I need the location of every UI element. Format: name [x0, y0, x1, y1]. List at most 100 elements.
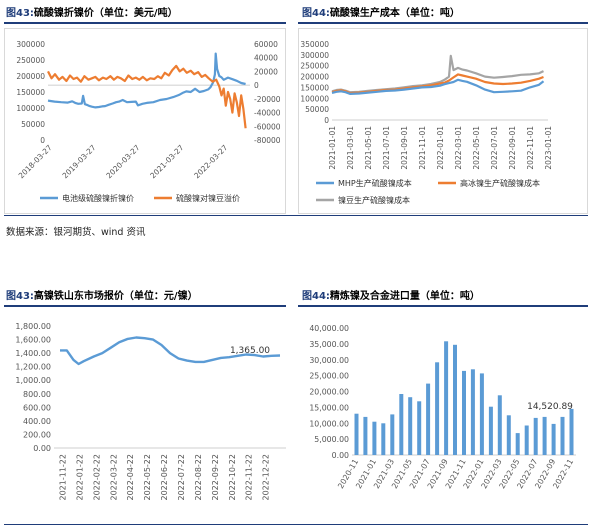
fig44-title: 图44:硫酸镍生产成本（单位：吨） — [302, 8, 460, 19]
y-tick-label: 250000 — [300, 62, 329, 71]
import-bar — [444, 341, 449, 455]
y-left-tick-label: 0 — [40, 136, 45, 145]
last-value-label: 1,365.00 — [230, 346, 270, 356]
fig43-title: 图43:硫酸镍折镍价（单位：美元/吨） — [6, 8, 178, 19]
import-bar — [381, 423, 386, 456]
fig44b-title: 图44:精炼镍及合金进口量（单位：吨） — [302, 291, 480, 302]
import-bar — [408, 397, 413, 455]
x-tick-label: 2022-01-22 — [75, 454, 84, 501]
x-tick-label: 2022-08-22 — [194, 454, 203, 501]
title-rule-bottom-left — [4, 305, 286, 307]
y-tick-label: 40,000.00 — [309, 324, 349, 333]
import-bar — [363, 416, 368, 455]
y-right-tick-label: 40000 — [254, 54, 278, 63]
y-left-tick-label: 150000 — [16, 88, 45, 97]
x-tick-label: 2022-06-22 — [160, 454, 169, 501]
y-right-tick-label: 20000 — [254, 67, 278, 76]
x-tick-label: 2022-09-22 — [211, 454, 220, 501]
x-tick-label: 2022-03-22 — [109, 454, 118, 501]
y-right-tick-label: -80000 — [254, 136, 281, 145]
x-tick-label: 2022-11-22 — [245, 454, 254, 501]
x-tick-label: 2022-07-22 — [177, 454, 186, 501]
y-tick-label: 1,600.00 — [15, 336, 51, 345]
y-right-tick-label: 60000 — [254, 40, 278, 49]
y-tick-label: 0 — [324, 116, 329, 125]
y-tick-label: 350000 — [300, 40, 329, 49]
x-tick-label: 2022-05-22 — [143, 454, 152, 501]
legend-label: 硫酸镍对镍豆溢价 — [176, 193, 240, 203]
x-tick-label: 2021-01-01 — [328, 126, 337, 170]
y-right-tick-label: -60000 — [254, 122, 281, 131]
series-line-battery-nickel-sulfate — [47, 52, 246, 109]
legend-label: MHP生产硫酸镍成本 — [338, 178, 412, 188]
y-tick-label: 150000 — [300, 83, 329, 92]
series-line-price — [60, 336, 281, 366]
fig43b-title: 图43:高镍铁山东市场报价（单位：元/镍） — [6, 291, 198, 302]
x-tick-label: 2021-09-01 — [400, 126, 409, 170]
y-tick-label: 600.00 — [23, 403, 51, 412]
legend-label: 电池级硫酸镍折镍价 — [62, 193, 134, 203]
x-tick-label: 2021-07-01 — [382, 126, 391, 170]
import-bar — [533, 417, 538, 455]
x-tick-label: 2022-05-01 — [472, 126, 481, 170]
import-bar — [551, 423, 556, 455]
y-right-tick-label: 0 — [254, 81, 259, 90]
y-tick-label: 200.00 — [23, 430, 51, 439]
high-nickel-iron-price-chart: 0.00 200.00 400.00 600.00 800.00 1,000.00 1,20… — [15, 322, 286, 501]
y-tick-label: 5,000.00 — [314, 435, 349, 444]
import-bar — [497, 395, 502, 455]
y-tick-label: 400.00 — [23, 417, 51, 426]
section-rule — [4, 215, 588, 216]
x-tick-label: 2022-07-01 — [490, 126, 499, 170]
import-bar — [372, 421, 377, 455]
y-tick-label: 50000 — [305, 105, 329, 114]
import-bar — [354, 413, 359, 455]
chart-frame — [4, 28, 286, 214]
nickel-sulfate-price-chart: 050000100000150000200000250000300000-800… — [4, 28, 286, 214]
import-bar — [542, 416, 547, 455]
y-right-tick-label: -20000 — [254, 95, 281, 104]
y-left-tick-label: 300000 — [16, 40, 45, 49]
x-tick-label: 2022-03-01 — [454, 126, 463, 170]
y-tick-label: 30,000.00 — [309, 356, 349, 365]
y-right-tick-label: -40000 — [254, 109, 281, 118]
x-tick-label: 2023-01-01 — [544, 126, 553, 170]
x-tick-label: 2021-11-01 — [418, 126, 427, 170]
import-bar — [453, 344, 457, 455]
import-bar — [417, 401, 422, 455]
title-rule-bottom-right — [298, 305, 588, 307]
legend-label: 镍豆生产硫酸镍成本 — [338, 195, 410, 205]
x-tick-label: 2021-05-01 — [364, 126, 373, 170]
y-tick-label: 300000 — [300, 51, 329, 60]
series-line-mhp-cost — [331, 78, 545, 96]
data-source: 数据来源：银河期货、wind 资讯 — [6, 227, 146, 238]
refined-nickel-import-chart: 0.00 5,000.00 10,000.00 15,000.00 20,000.00 2… — [309, 324, 576, 490]
import-bar — [399, 394, 404, 455]
title-rule-top-right — [298, 22, 588, 24]
y-tick-label: 20,000.00 — [309, 388, 349, 397]
x-tick-label: 2022-09-01 — [508, 126, 517, 170]
series-line-premium — [47, 64, 247, 129]
import-bar — [506, 415, 511, 455]
import-bar — [390, 414, 395, 455]
import-bar — [569, 408, 574, 455]
y-left-tick-label: 200000 — [16, 72, 45, 81]
import-bar — [435, 362, 440, 455]
import-bar — [524, 425, 529, 455]
y-tick-label: 1,000.00 — [15, 376, 51, 385]
x-tick-label: 2022-04-22 — [126, 454, 135, 501]
y-tick-label: 35,000.00 — [309, 340, 349, 349]
title-rule-top-left — [4, 22, 286, 24]
x-tick-label: 2022-01-01 — [436, 126, 445, 170]
y-tick-label: 100000 — [300, 94, 329, 103]
x-tick-label: 2022-02-22 — [92, 454, 101, 501]
footer-rule — [4, 524, 588, 525]
x-tick-label: 2022-12-22 — [262, 454, 271, 501]
y-left-tick-label: 100000 — [16, 104, 45, 113]
y-tick-label: 15,000.00 — [309, 403, 349, 412]
import-bar — [488, 406, 493, 455]
import-bar — [462, 370, 466, 455]
last-value-label: 14,520.89 — [527, 402, 573, 412]
y-tick-label: 25,000.00 — [309, 372, 349, 381]
